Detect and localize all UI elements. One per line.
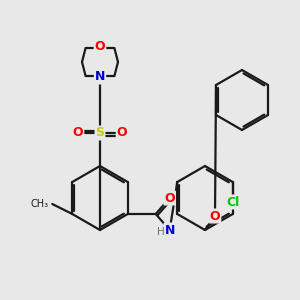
Text: H: H xyxy=(157,227,165,237)
Text: N: N xyxy=(95,70,105,83)
Text: O: O xyxy=(73,127,83,140)
Text: O: O xyxy=(117,127,127,140)
Text: S: S xyxy=(95,127,104,140)
Text: O: O xyxy=(210,209,220,223)
Text: CH₃: CH₃ xyxy=(30,199,48,209)
Text: O: O xyxy=(95,40,105,53)
Text: O: O xyxy=(164,191,175,205)
Text: Cl: Cl xyxy=(226,196,239,208)
Text: N: N xyxy=(164,224,175,236)
